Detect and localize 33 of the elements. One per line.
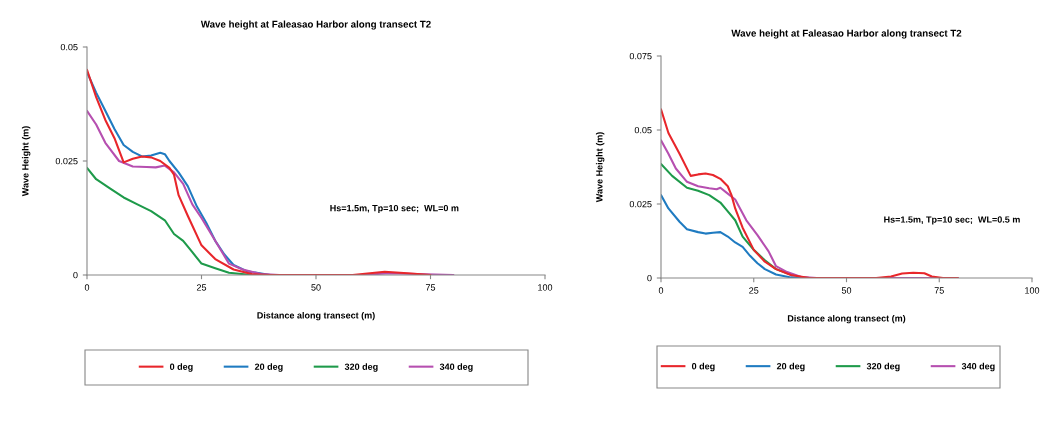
chart-title: Wave height at Faleasao Harbor along transect T2 [200, 20, 431, 30]
x-axis-title: Distance along transect (m) [787, 314, 906, 324]
y-tick-label: 0.025 [55, 157, 78, 165]
legend-label: 20 deg [776, 362, 805, 372]
y-axis-title: Wave Height (m) [21, 126, 31, 197]
legend-label: 340 deg [439, 363, 473, 372]
x-tick-label: 25 [196, 284, 207, 291]
legend-label: 0 deg [691, 362, 715, 372]
x-tick-label: 75 [425, 284, 436, 291]
x-tick-label: 50 [841, 287, 852, 294]
legend-label: 320 deg [344, 363, 378, 372]
legend-label: 0 deg [169, 363, 193, 372]
legend-label: 20 deg [254, 363, 283, 372]
x-tick-label: 100 [538, 284, 553, 291]
y-axis-title: Wave Height (m) [595, 132, 605, 203]
x-tick-label: 0 [84, 284, 90, 291]
y-tick-label: 0 [73, 271, 78, 279]
legend-label: 320 deg [866, 362, 900, 372]
y-tick-label: 0.05 [634, 126, 652, 134]
x-axis-title: Distance along transect (m) [257, 311, 375, 321]
y-tick-label: 0.025 [629, 200, 652, 208]
y-tick-label: 0 [647, 274, 652, 282]
y-tick-label: 0.05 [60, 43, 78, 51]
x-tick-label: 100 [1025, 287, 1040, 294]
x-tick-label: 50 [311, 284, 321, 291]
legend-label: 340 deg [961, 362, 995, 372]
x-tick-label: 25 [749, 287, 759, 294]
annotation: Hs=1.5m, Tp=10 sec; WL=0.5 m [884, 216, 1020, 225]
chart-title: Wave height at Faleasao Harbor along transect T2 [731, 29, 962, 39]
y-tick-label: 0.075 [629, 52, 652, 60]
x-tick-label: 75 [934, 287, 944, 294]
annotation: Hs=1.5m, Tp=10 sec; WL=0 m [330, 204, 459, 214]
x-tick-label: 0 [658, 287, 664, 294]
